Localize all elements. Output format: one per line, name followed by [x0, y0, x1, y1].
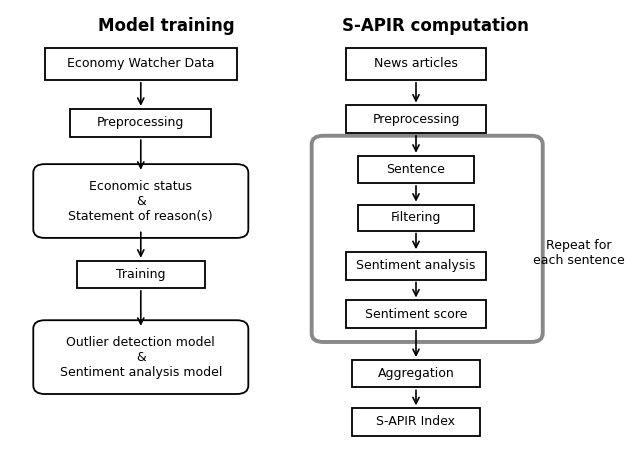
FancyBboxPatch shape — [358, 204, 474, 230]
Text: Sentiment score: Sentiment score — [365, 307, 467, 321]
FancyBboxPatch shape — [33, 164, 248, 238]
FancyBboxPatch shape — [346, 252, 486, 280]
FancyBboxPatch shape — [70, 109, 211, 137]
Text: Preprocessing: Preprocessing — [372, 113, 460, 126]
FancyBboxPatch shape — [346, 300, 486, 328]
FancyBboxPatch shape — [346, 48, 486, 80]
Text: Model training: Model training — [98, 17, 235, 35]
Text: Economy Watcher Data: Economy Watcher Data — [67, 57, 214, 70]
Text: Sentiment analysis: Sentiment analysis — [356, 259, 476, 272]
FancyBboxPatch shape — [33, 320, 248, 394]
Text: S-APIR computation: S-APIR computation — [342, 17, 529, 35]
Text: Outlier detection model
&
Sentiment analysis model: Outlier detection model & Sentiment anal… — [60, 336, 222, 378]
FancyBboxPatch shape — [358, 156, 474, 183]
Text: S-APIR Index: S-APIR Index — [376, 415, 456, 429]
Text: News articles: News articles — [374, 57, 458, 70]
Text: Preprocessing: Preprocessing — [97, 116, 184, 130]
Text: Sentence: Sentence — [387, 163, 445, 176]
FancyBboxPatch shape — [45, 48, 237, 80]
Text: Training: Training — [116, 268, 166, 281]
FancyBboxPatch shape — [352, 408, 480, 436]
Text: Economic status
&
Statement of reason(s): Economic status & Statement of reason(s) — [68, 180, 213, 222]
Text: Aggregation: Aggregation — [378, 367, 454, 380]
FancyBboxPatch shape — [352, 360, 480, 387]
FancyBboxPatch shape — [346, 105, 486, 133]
Text: Filtering: Filtering — [391, 211, 441, 224]
FancyBboxPatch shape — [77, 261, 205, 288]
Text: Repeat for
each sentence: Repeat for each sentence — [533, 239, 625, 267]
